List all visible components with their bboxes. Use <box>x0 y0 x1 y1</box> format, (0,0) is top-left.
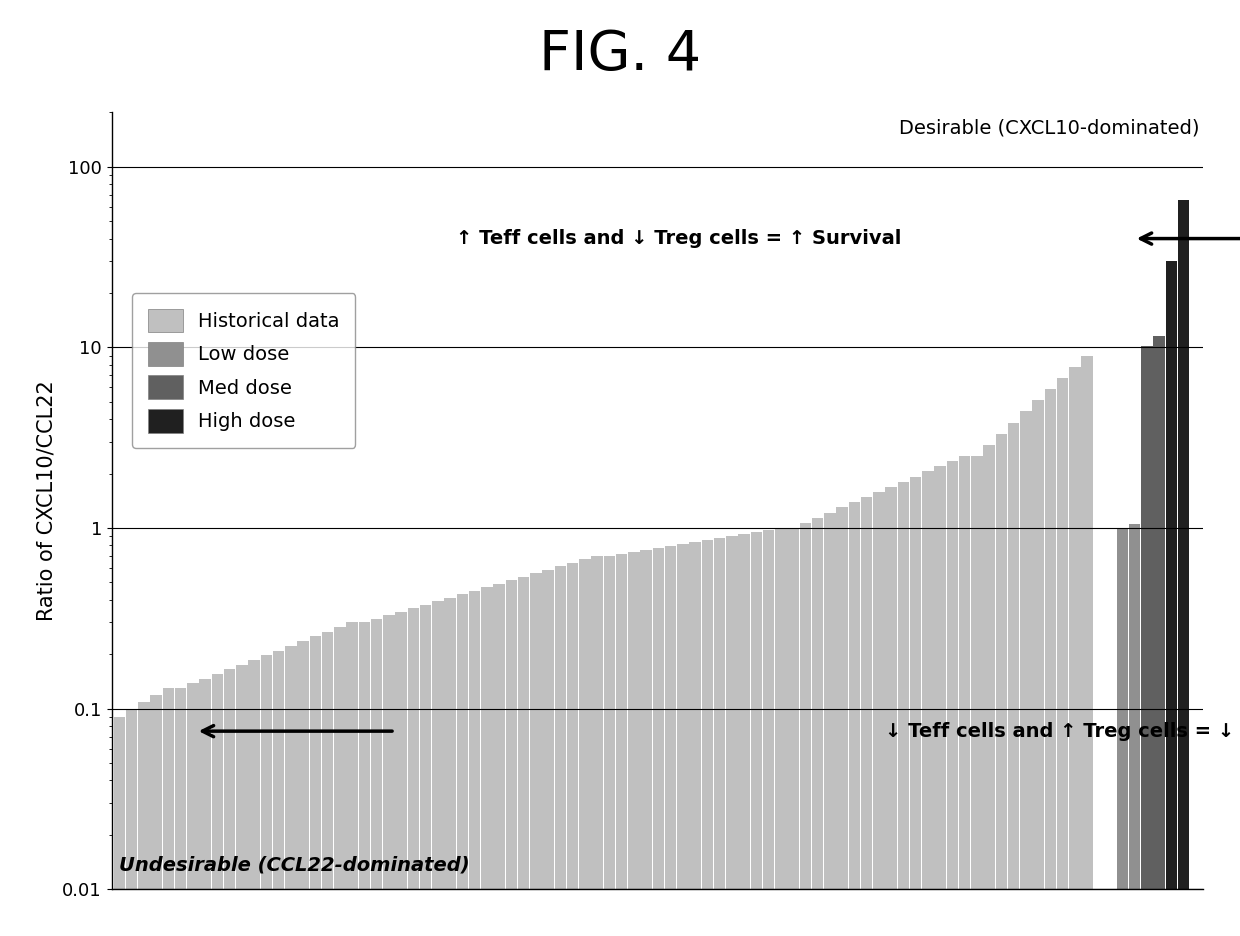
Bar <box>861 497 873 936</box>
Bar <box>1178 200 1189 936</box>
Bar <box>273 651 284 936</box>
Bar <box>1153 336 1164 936</box>
Bar <box>346 622 358 936</box>
Bar <box>518 577 529 936</box>
Bar <box>529 574 542 936</box>
Bar <box>652 548 665 936</box>
Text: FIG. 4: FIG. 4 <box>539 28 701 82</box>
Bar <box>996 433 1007 936</box>
Bar <box>236 665 248 936</box>
Bar <box>554 566 567 936</box>
Bar <box>873 492 884 936</box>
Bar <box>506 580 517 936</box>
Bar <box>469 591 480 936</box>
Bar <box>1008 422 1019 936</box>
Bar <box>456 594 467 936</box>
Y-axis label: Ratio of CXCL10/CCL22: Ratio of CXCL10/CCL22 <box>37 380 57 622</box>
Bar <box>1166 261 1177 936</box>
Bar <box>298 641 309 936</box>
Bar <box>971 456 982 936</box>
Bar <box>223 669 236 936</box>
Bar <box>923 472 934 936</box>
Bar <box>125 709 138 936</box>
Bar <box>260 655 272 936</box>
Bar <box>1128 524 1141 936</box>
Bar <box>200 679 211 936</box>
Bar <box>494 584 505 936</box>
Bar <box>542 570 554 936</box>
Bar <box>848 503 861 936</box>
Bar <box>114 717 125 936</box>
Bar <box>420 605 432 936</box>
Bar <box>983 445 994 936</box>
Bar <box>567 563 578 936</box>
Bar <box>677 544 688 936</box>
Bar <box>787 528 799 936</box>
Bar <box>738 534 750 936</box>
Bar <box>383 615 394 936</box>
Bar <box>727 536 738 936</box>
Bar <box>285 646 296 936</box>
Bar <box>775 528 786 936</box>
Bar <box>1069 367 1081 936</box>
Bar <box>665 546 676 936</box>
Bar <box>162 688 174 936</box>
Bar <box>334 627 346 936</box>
Bar <box>885 487 897 936</box>
Bar <box>800 523 811 936</box>
Bar <box>310 636 321 936</box>
Text: ↑ Teff cells and ↓ Treg cells = ↑ Survival: ↑ Teff cells and ↓ Treg cells = ↑ Surviv… <box>456 229 901 248</box>
Bar <box>629 552 640 936</box>
Bar <box>322 632 334 936</box>
Bar <box>1044 389 1056 936</box>
Bar <box>175 688 186 936</box>
Bar <box>444 598 456 936</box>
Bar <box>946 461 959 936</box>
Bar <box>825 513 836 936</box>
Bar <box>579 560 590 936</box>
Bar <box>358 622 370 936</box>
Text: ↓ Teff cells and ↑ Treg cells = ↓ Survival: ↓ Teff cells and ↑ Treg cells = ↓ Surviv… <box>885 722 1240 740</box>
Bar <box>935 466 946 936</box>
Bar <box>150 695 161 936</box>
Bar <box>1021 412 1032 936</box>
Text: Undesirable (CCL22-dominated): Undesirable (CCL22-dominated) <box>119 856 470 875</box>
Bar <box>408 608 419 936</box>
Bar <box>1056 378 1069 936</box>
Bar <box>1033 401 1044 936</box>
Bar <box>481 588 492 936</box>
Bar <box>616 554 627 936</box>
Bar <box>812 518 823 936</box>
Bar <box>591 556 603 936</box>
Bar <box>248 660 259 936</box>
Bar <box>750 532 763 936</box>
Bar <box>396 612 407 936</box>
Bar <box>763 530 774 936</box>
Bar <box>432 602 444 936</box>
Bar <box>714 538 725 936</box>
Bar <box>138 702 150 936</box>
Bar <box>1117 528 1128 936</box>
Bar <box>898 482 909 936</box>
Text: Desirable (CXCL10-dominated): Desirable (CXCL10-dominated) <box>899 119 1200 138</box>
Bar <box>959 456 971 936</box>
Bar <box>689 542 701 936</box>
Bar <box>702 540 713 936</box>
Legend: Historical data, Low dose, Med dose, High dose: Historical data, Low dose, Med dose, Hig… <box>133 293 356 448</box>
Bar <box>212 674 223 936</box>
Bar <box>640 550 652 936</box>
Bar <box>1141 345 1153 936</box>
Bar <box>604 556 615 936</box>
Bar <box>910 476 921 936</box>
Bar <box>837 507 848 936</box>
Bar <box>187 683 198 936</box>
Bar <box>1081 356 1092 936</box>
Bar <box>371 619 382 936</box>
